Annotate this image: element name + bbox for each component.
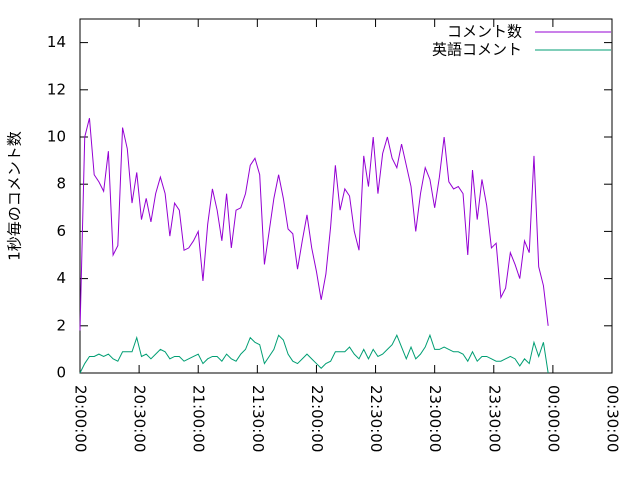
y-tick-label: 12 [47,80,66,98]
y-tick-label: 0 [56,364,66,382]
y-tick-label: 14 [47,33,66,51]
x-tick-label: 00:00:00 [544,385,562,452]
x-tick-label: 23:30:00 [485,385,503,452]
y-tick-label: 6 [56,222,66,240]
x-tick-label: 21:00:00 [190,385,208,452]
y-tick-label: 4 [56,269,66,287]
x-tick-label: 20:00:00 [72,385,90,452]
x-tick-label: 23:00:00 [426,385,444,452]
y-tick-label: 2 [56,316,66,334]
x-tick-label: 22:30:00 [367,385,385,452]
legend-label: コメント数 [447,23,522,41]
y-tick-label: 8 [56,175,66,193]
plot-frame [79,18,613,374]
x-tick-label: 21:30:00 [249,385,267,452]
legend-label: 英語コメント [432,41,522,59]
y-axis-label: 1秒毎のコメント数 [6,131,24,261]
x-tick-label: 00:30:00 [604,385,622,452]
y-tick-label: 10 [47,128,66,146]
x-tick-label: 20:30:00 [131,385,149,452]
series-line [79,333,549,374]
x-tick-label: 22:00:00 [308,385,326,452]
series-line [79,117,549,331]
